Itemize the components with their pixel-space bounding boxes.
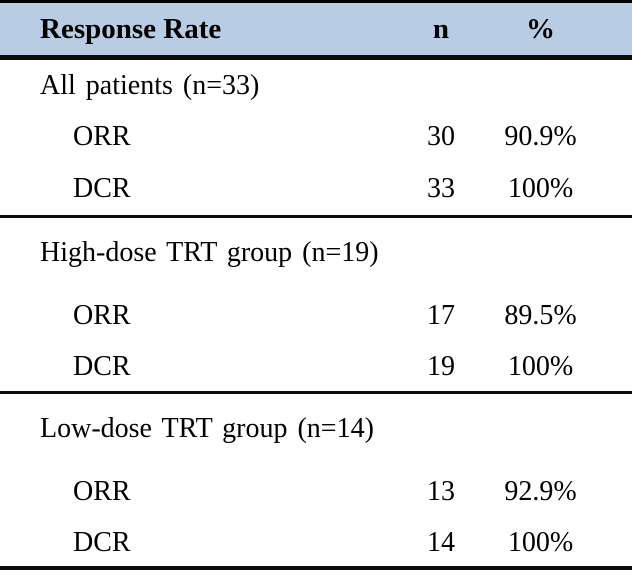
row-n-value: 13 — [427, 476, 455, 507]
section-all-patients: All patients (n=33) ORR 30 90.9% DCR 33 … — [0, 60, 632, 218]
section-title: Low-dose TRT group (n=14) — [40, 413, 374, 444]
row-n-value: 33 — [427, 172, 455, 204]
row-n-value: 17 — [427, 299, 455, 331]
table-row: ORR 17 89.5% — [0, 288, 632, 343]
header-response-rate: Response Rate — [40, 12, 222, 45]
table-header-row: Response Rate n % — [0, 3, 632, 60]
row-pct-value: 100% — [507, 172, 574, 204]
row-pct-value: 100% — [507, 351, 574, 382]
row-pct-value: 100% — [507, 527, 574, 558]
table-row: DCR 14 100% — [0, 520, 632, 566]
section-title: High-dose TRT group (n=19) — [40, 237, 379, 268]
row-label: DCR — [73, 172, 131, 204]
row-label: ORR — [73, 121, 131, 152]
row-n-value: 30 — [427, 121, 455, 152]
table-row: DCR 19 100% — [0, 343, 632, 391]
row-n-value: 14 — [427, 527, 455, 558]
table-row: ORR 30 90.9% — [0, 112, 632, 162]
row-label: DCR — [73, 351, 131, 382]
row-pct-value: 90.9% — [504, 121, 577, 152]
header-n: n — [432, 12, 450, 45]
table-row: ORR 13 92.9% — [0, 464, 632, 520]
header-percent: % — [526, 12, 555, 45]
table-row: DCR 33 100% — [0, 162, 632, 215]
section-title-row: Low-dose TRT group (n=14) — [0, 394, 632, 464]
row-pct-value: 89.5% — [504, 299, 577, 331]
row-label: ORR — [73, 476, 131, 507]
row-pct-value: 92.9% — [504, 476, 577, 507]
section-title-row: High-dose TRT group (n=19) — [0, 218, 632, 288]
section-title: All patients (n=33) — [40, 70, 260, 101]
section-high-dose: High-dose TRT group (n=19) ORR 17 89.5% … — [0, 218, 632, 394]
row-label: ORR — [73, 299, 131, 331]
section-low-dose: Low-dose TRT group (n=14) ORR 13 92.9% D… — [0, 394, 632, 570]
row-label: DCR — [73, 527, 131, 558]
section-title-row: All patients (n=33) — [0, 60, 632, 112]
row-n-value: 19 — [427, 351, 455, 382]
